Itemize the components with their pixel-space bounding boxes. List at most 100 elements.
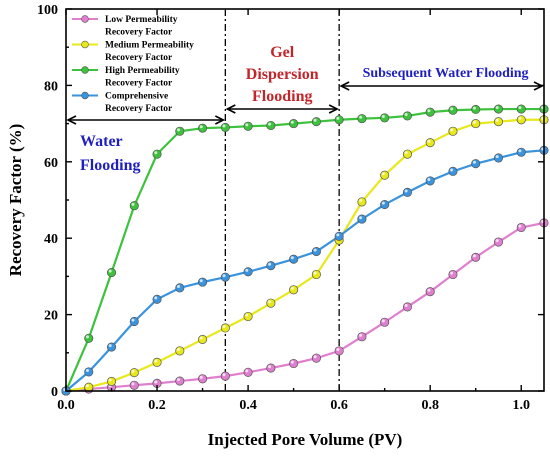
data-point-highlight bbox=[222, 274, 226, 278]
arrow-head-left bbox=[225, 104, 236, 114]
data-point bbox=[84, 333, 94, 343]
legend-label: Recovery Factor bbox=[105, 53, 173, 63]
y-tick-label: 80 bbox=[44, 79, 58, 94]
data-point-highlight bbox=[381, 319, 385, 323]
data-point-highlight bbox=[336, 116, 340, 120]
data-point bbox=[516, 104, 526, 114]
data-point-highlight bbox=[404, 151, 408, 155]
x-tick-label: 0.8 bbox=[421, 398, 439, 413]
arrow-head-left bbox=[66, 115, 77, 125]
x-tick-label: 0.4 bbox=[239, 398, 257, 413]
data-point-highlight bbox=[472, 160, 476, 164]
data-point-highlight bbox=[199, 279, 203, 283]
data-point-highlight bbox=[245, 369, 249, 373]
series-line bbox=[65, 149, 545, 392]
data-point bbox=[220, 272, 230, 282]
data-point bbox=[152, 149, 162, 159]
data-point bbox=[220, 122, 230, 132]
region-label-gel-dispersion: Flooding bbox=[252, 88, 312, 105]
data-point bbox=[106, 268, 117, 278]
data-point-highlight bbox=[427, 139, 431, 143]
data-point bbox=[106, 376, 117, 386]
data-point bbox=[425, 107, 435, 117]
data-point-highlight bbox=[154, 359, 158, 363]
data-point-highlight bbox=[450, 107, 454, 111]
data-point bbox=[357, 214, 367, 224]
y-axis-title: Recovery Factor (%) bbox=[6, 124, 25, 277]
data-point-highlight bbox=[359, 199, 363, 203]
series-line bbox=[65, 118, 544, 393]
data-point-highlight bbox=[495, 155, 499, 159]
legend-label: Recovery Factor bbox=[105, 104, 173, 114]
data-point bbox=[129, 316, 139, 327]
data-point-highlight bbox=[381, 114, 385, 118]
series-line bbox=[64, 107, 544, 392]
data-point bbox=[380, 200, 390, 210]
legend-label: Low Permeability bbox=[105, 15, 178, 25]
data-point-highlight bbox=[427, 178, 431, 181]
data-point-highlight bbox=[290, 286, 294, 290]
data-point-highlight bbox=[359, 216, 363, 220]
data-point-highlight bbox=[85, 384, 89, 388]
y-tick-label: 20 bbox=[44, 309, 58, 324]
data-point-highlight bbox=[313, 271, 317, 275]
data-point bbox=[357, 114, 367, 124]
data-point bbox=[311, 353, 321, 363]
data-point-highlight bbox=[313, 118, 317, 122]
data-point-highlight bbox=[359, 115, 363, 119]
data-point bbox=[220, 323, 230, 333]
data-point bbox=[402, 149, 412, 159]
y-tick-label: 0 bbox=[51, 385, 58, 400]
data-point bbox=[129, 368, 139, 378]
data-point bbox=[425, 176, 435, 186]
data-point-highlight bbox=[85, 335, 89, 339]
flooding-stage-annotations: Water Flooding Gel Dispersion Flooding Subseq… bbox=[66, 9, 544, 391]
data-point bbox=[516, 115, 526, 125]
data-point-highlight bbox=[154, 151, 158, 155]
data-point-highlight bbox=[108, 269, 112, 273]
data-point bbox=[334, 115, 344, 125]
data-point-highlight bbox=[518, 149, 522, 153]
data-point bbox=[129, 380, 139, 390]
x-tick-label: 0.0 bbox=[57, 398, 75, 413]
data-point-highlight bbox=[427, 109, 431, 113]
data-point bbox=[471, 252, 481, 262]
data-point bbox=[175, 126, 185, 136]
data-point-highlight bbox=[222, 124, 226, 128]
data-point bbox=[471, 119, 481, 129]
data-point bbox=[243, 121, 253, 131]
data-point bbox=[493, 117, 504, 127]
data-point bbox=[380, 113, 390, 123]
data-point-highlight bbox=[154, 380, 158, 384]
region-label-water-flooding: Flooding bbox=[80, 157, 140, 174]
legend-swatch-marker bbox=[81, 66, 89, 74]
data-point-highlight bbox=[427, 288, 431, 292]
data-point bbox=[357, 197, 367, 207]
data-point-highlight bbox=[518, 116, 522, 120]
data-point bbox=[425, 138, 435, 148]
region-label-gel-dispersion: Dispersion bbox=[246, 66, 319, 83]
data-point bbox=[243, 311, 253, 322]
legend-label: Comprehensive bbox=[105, 92, 168, 102]
data-point bbox=[266, 363, 276, 373]
data-point-highlight bbox=[450, 168, 454, 172]
data-point bbox=[175, 283, 185, 293]
data-point-highlight bbox=[268, 262, 272, 266]
x-tick-label: 0.2 bbox=[148, 398, 166, 413]
legend-swatch-marker bbox=[81, 15, 89, 23]
data-point-highlight bbox=[472, 106, 476, 110]
x-tick-label: 0.6 bbox=[330, 398, 348, 413]
data-point bbox=[198, 334, 208, 344]
data-point-highlight bbox=[404, 113, 408, 117]
data-point-highlight bbox=[245, 313, 249, 317]
legend-swatch-marker bbox=[81, 40, 89, 49]
region-label-subsequent-water-flooding: Subsequent Water Flooding bbox=[363, 66, 529, 81]
data-point-highlight bbox=[199, 125, 203, 129]
data-point-highlight bbox=[404, 189, 408, 193]
data-point bbox=[402, 302, 412, 312]
data-point-highlight bbox=[381, 201, 385, 205]
data-point bbox=[402, 187, 412, 197]
data-point bbox=[289, 358, 299, 369]
data-point bbox=[493, 237, 504, 247]
